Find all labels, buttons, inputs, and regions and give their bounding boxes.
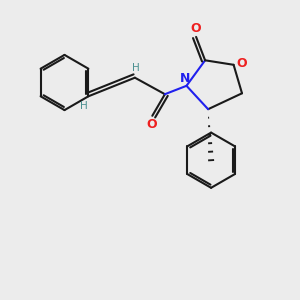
Text: O: O — [146, 118, 157, 131]
Text: O: O — [237, 57, 247, 70]
Text: O: O — [190, 22, 201, 35]
Text: N: N — [180, 72, 190, 85]
Text: H: H — [80, 101, 88, 111]
Text: H: H — [132, 63, 140, 73]
